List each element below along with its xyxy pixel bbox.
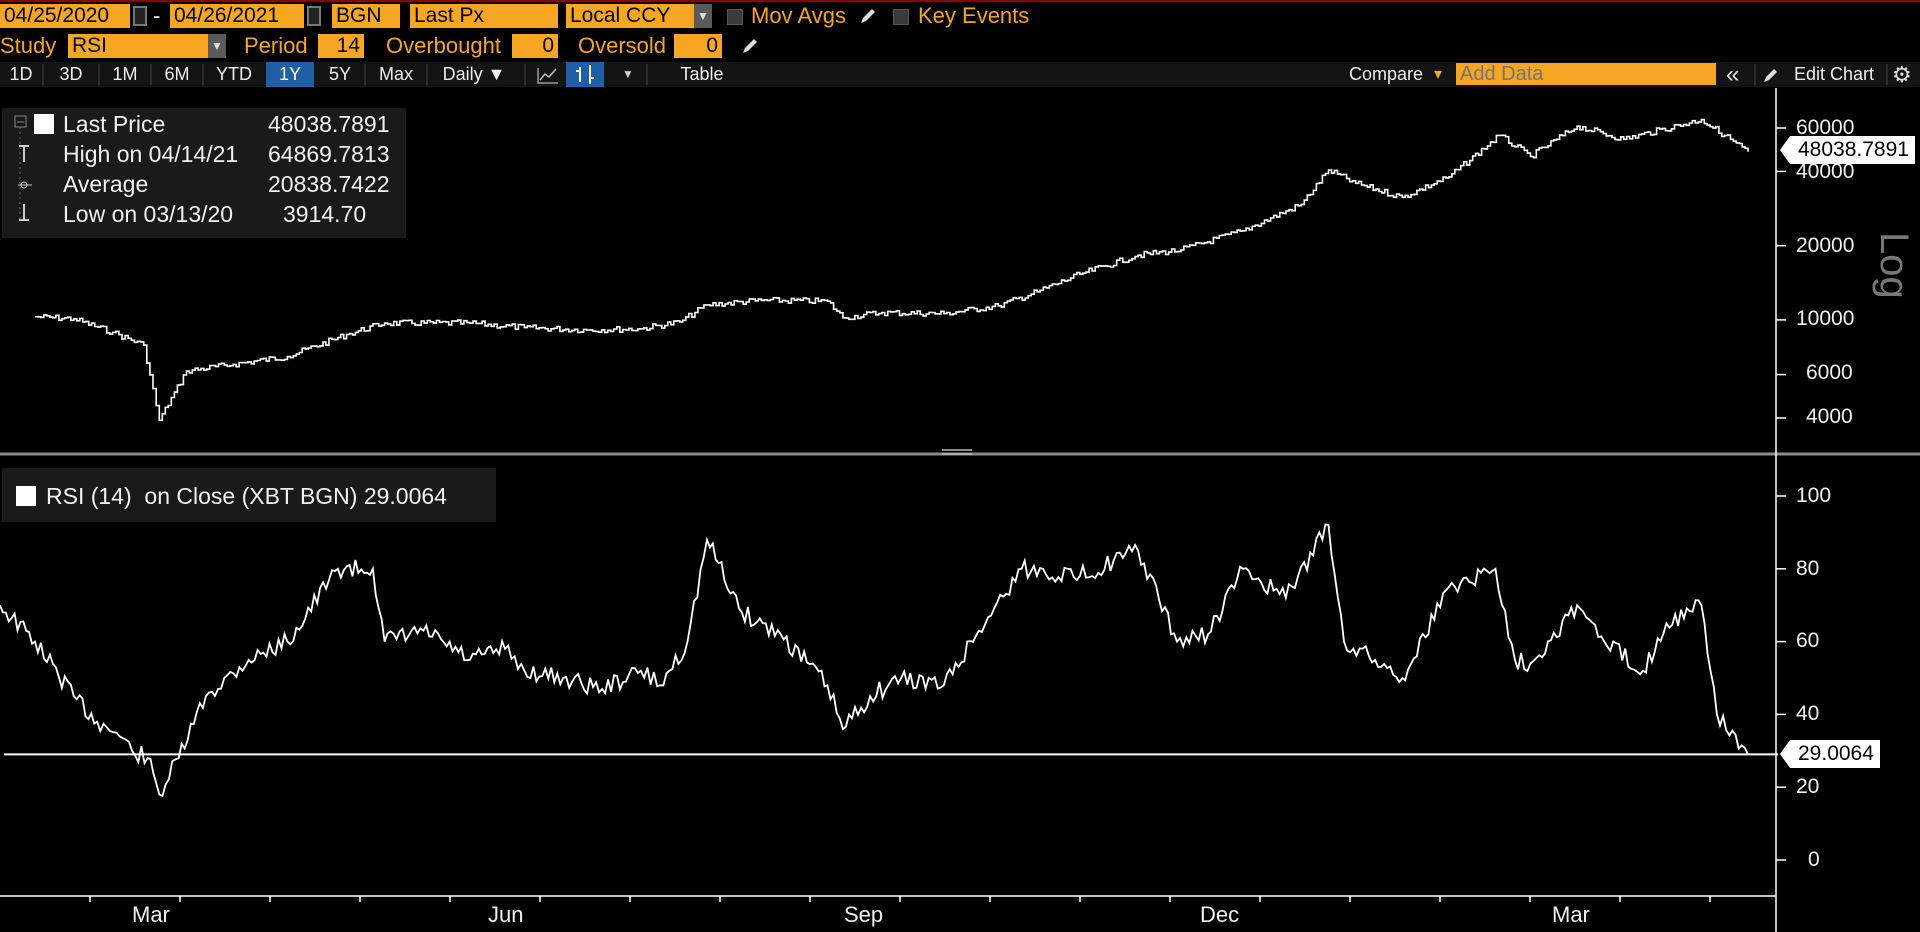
rsi-tick-label: 40 bbox=[1796, 702, 1820, 725]
key-events-checkbox[interactable] bbox=[893, 9, 909, 25]
oversold-field[interactable]: 0 bbox=[674, 34, 722, 58]
price-tick-label: 10000 bbox=[1796, 307, 1855, 330]
add-data-input[interactable] bbox=[1456, 63, 1716, 85]
key-events-label[interactable]: Key Events bbox=[918, 3, 1030, 28]
price-tick-label: 40000 bbox=[1796, 160, 1855, 183]
x-tick-label: Dec bbox=[1200, 902, 1240, 927]
legend-average-value: 20838.7422 bbox=[268, 171, 390, 197]
rsi-tick-label: 0 bbox=[1808, 848, 1820, 871]
rsi-legend bbox=[2, 468, 496, 522]
x-tick-label: Mar bbox=[1552, 902, 1590, 927]
tab-max[interactable]: Max bbox=[378, 64, 413, 84]
legend-last-value: 48038.7891 bbox=[268, 111, 390, 137]
price-legend bbox=[2, 108, 406, 238]
ohlc-bars-icon bbox=[576, 65, 594, 84]
price-tick-label: 20000 bbox=[1796, 234, 1855, 257]
end-date-field[interactable]: 04/26/2021 bbox=[170, 4, 304, 28]
price-field-select[interactable]: Last Px bbox=[410, 4, 558, 28]
rsi-tick-label: 100 bbox=[1796, 484, 1832, 507]
rsi-series-line bbox=[0, 523, 1749, 798]
log-scale-label[interactable]: Log bbox=[1872, 232, 1916, 299]
chart-area bbox=[0, 88, 1920, 932]
compare-button[interactable]: Compare bbox=[1348, 64, 1424, 84]
tab-5y[interactable]: 5Y bbox=[328, 64, 352, 84]
mov-avgs-checkbox[interactable] bbox=[727, 9, 743, 25]
price-series-line bbox=[35, 118, 1749, 422]
last-price-swatch bbox=[34, 114, 54, 134]
x-tick-label: Jun bbox=[488, 902, 524, 927]
tab-divider bbox=[646, 64, 648, 85]
pencil-icon[interactable] bbox=[858, 6, 878, 26]
legend-low-label: Low on 03/13/20 bbox=[63, 201, 234, 227]
rsi-legend-text: RSI (14) on Close (XBT BGN) 29.0064 bbox=[46, 483, 447, 509]
study-select[interactable]: RSI bbox=[68, 34, 208, 58]
pencil-icon[interactable] bbox=[1762, 66, 1780, 84]
last-rsi-flag: 29.0064 bbox=[1780, 740, 1880, 768]
legend-average-label: Average bbox=[63, 171, 149, 197]
tab-divider bbox=[1886, 64, 1888, 85]
tab-divider bbox=[150, 64, 152, 85]
legend-tree-icon bbox=[14, 115, 32, 221]
calendar-icon[interactable] bbox=[133, 6, 147, 26]
legend-high-label: High on 04/14/21 bbox=[63, 141, 239, 167]
axis-ticks bbox=[89, 127, 1786, 902]
oversold-label: Oversold bbox=[578, 33, 667, 58]
legend-low-value: 3914.70 bbox=[283, 201, 367, 227]
price-tick-label: 4000 bbox=[1806, 405, 1853, 428]
price-tick-label: 60000 bbox=[1796, 116, 1855, 139]
pencil-icon[interactable] bbox=[740, 36, 760, 56]
period-label: Period bbox=[244, 33, 308, 58]
calendar-icon[interactable] bbox=[307, 6, 321, 26]
bar-chart-type-button[interactable] bbox=[566, 62, 604, 87]
chevron-down-icon[interactable]: ▼ bbox=[622, 67, 634, 81]
tab-divider bbox=[202, 64, 204, 85]
chevron-down-icon[interactable]: ▾ bbox=[1434, 66, 1443, 83]
tab-1m[interactable]: 1M bbox=[112, 64, 138, 84]
tab-divider bbox=[42, 64, 44, 85]
window-top-border bbox=[0, 0, 1920, 2]
rsi-tick-label: 20 bbox=[1796, 775, 1820, 798]
rsi-tick-label: 80 bbox=[1796, 557, 1820, 580]
tab-ytd[interactable]: YTD bbox=[216, 64, 252, 84]
study-label: Study bbox=[0, 33, 57, 58]
line-chart-icon[interactable] bbox=[536, 65, 560, 85]
tab-6m[interactable]: 6M bbox=[164, 64, 190, 84]
chevron-down-icon[interactable]: ▼ bbox=[208, 34, 226, 58]
tab-1d[interactable]: 1D bbox=[9, 64, 33, 84]
gear-icon[interactable]: ⚙ bbox=[1892, 62, 1912, 87]
overbought-label: Overbought bbox=[386, 33, 501, 58]
collapse-icon[interactable]: « bbox=[1726, 61, 1740, 88]
x-tick-label: Mar bbox=[132, 902, 170, 927]
tab-3d[interactable]: 3D bbox=[59, 64, 83, 84]
legend-last-label: Last Price bbox=[63, 111, 166, 137]
date-range-dash: - bbox=[153, 3, 161, 28]
mov-avgs-label[interactable]: Mov Avgs bbox=[751, 3, 846, 28]
overbought-field[interactable]: 0 bbox=[512, 34, 558, 58]
tab-divider bbox=[426, 64, 428, 85]
rsi-tick-label: 60 bbox=[1796, 629, 1820, 652]
period-field[interactable]: 14 bbox=[318, 34, 364, 58]
chevron-down-icon[interactable]: ▼ bbox=[694, 4, 712, 28]
start-date-field[interactable]: 04/25/2020 bbox=[0, 4, 130, 28]
tab-1y[interactable]: 1Y bbox=[266, 62, 314, 87]
currency-select[interactable]: Local CCY bbox=[566, 4, 694, 28]
x-tick-label: Sep bbox=[844, 902, 884, 927]
price-tick-label: 6000 bbox=[1806, 361, 1853, 384]
legend-high-value: 64869.7813 bbox=[268, 141, 390, 167]
frequency-select[interactable]: Daily ▼ bbox=[442, 64, 506, 84]
tab-divider bbox=[98, 64, 100, 85]
tab-divider bbox=[364, 64, 366, 85]
rsi-swatch bbox=[16, 486, 36, 506]
tab-divider bbox=[1754, 64, 1756, 85]
tab-divider bbox=[524, 64, 526, 85]
table-button[interactable]: Table bbox=[680, 64, 724, 84]
last-price-flag: 48038.7891 bbox=[1780, 136, 1915, 164]
source-field[interactable]: BGN bbox=[332, 4, 400, 28]
edit-chart-button[interactable]: Edit Chart bbox=[1793, 64, 1875, 84]
